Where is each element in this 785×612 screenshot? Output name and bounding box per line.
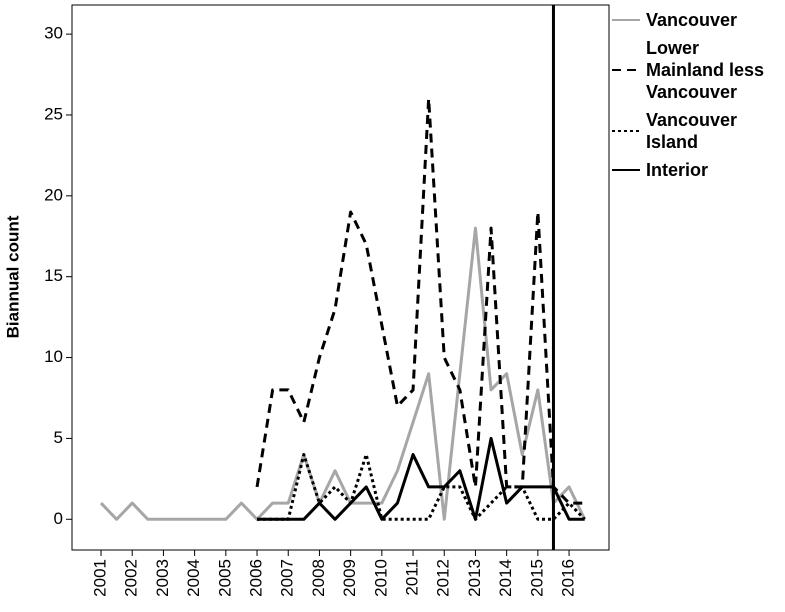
x-tick-label: 2009 — [340, 559, 359, 597]
y-tick-label: 5 — [54, 428, 63, 447]
x-tick-label: 2014 — [496, 559, 515, 597]
x-tick-label: 2008 — [309, 559, 328, 597]
x-tick-label: 2006 — [247, 559, 266, 597]
plot-frame — [71, 4, 610, 551]
x-tick-label: 2005 — [215, 559, 234, 597]
x-tick-label: 2010 — [371, 559, 390, 597]
series-line — [99, 226, 587, 521]
x-tick-label: 2004 — [184, 559, 203, 597]
y-tick-label: 25 — [44, 104, 63, 123]
legend-label: Interior — [646, 160, 709, 180]
x-tick-label: 2001 — [91, 559, 110, 597]
x-tick-label: 2007 — [278, 559, 297, 597]
y-tick-label: 30 — [44, 24, 63, 43]
legend-label: Vancouver Island — [646, 110, 738, 152]
x-tick-label: 2002 — [122, 559, 141, 597]
series-line — [257, 453, 586, 521]
series-line — [257, 436, 585, 521]
x-tick-label: 2015 — [527, 559, 546, 597]
x-tick-label: 2013 — [465, 559, 484, 597]
series-line — [255, 97, 585, 505]
x-tick-label: 2012 — [434, 559, 453, 597]
y-tick-label: 15 — [44, 266, 63, 285]
y-tick-label: 10 — [44, 347, 63, 366]
y-tick-label: 0 — [54, 509, 63, 528]
x-tick-label: 2011 — [403, 559, 422, 596]
legend-label: Vancouver — [646, 10, 738, 30]
y-axis-label: Biannual count — [3, 215, 22, 338]
legend-label: Lower Mainland less Vancouver — [646, 38, 765, 102]
x-tick-label: 2003 — [153, 559, 172, 597]
x-tick-label: 2016 — [559, 559, 578, 597]
y-tick-label: 20 — [44, 185, 63, 204]
